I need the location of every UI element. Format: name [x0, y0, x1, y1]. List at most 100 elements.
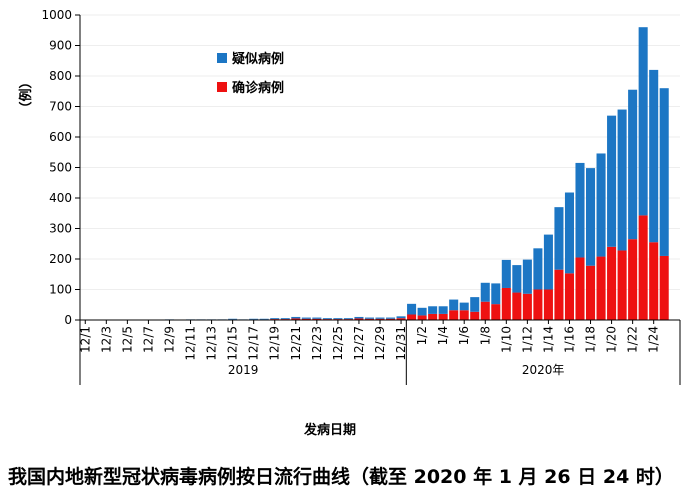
- bar-suspected: [396, 316, 406, 319]
- bar-confirmed: [354, 318, 364, 320]
- x-tick-label: 12/15: [226, 326, 240, 361]
- x-tick-labels: 12/1 12/3 12/5 12/7 12/9 12/11 12/13 12/15 12/17…: [78, 320, 661, 361]
- bar-confirmed: [480, 301, 490, 320]
- bar-confirmed: [459, 310, 469, 320]
- x-tick-label: 12/11: [184, 326, 198, 361]
- legend-swatch-confirmed: [217, 82, 227, 92]
- bar-suspected: [543, 234, 553, 290]
- x-tick-label: 12/9: [162, 326, 176, 353]
- bar-confirmed: [512, 292, 522, 320]
- bar-confirmed: [596, 256, 606, 320]
- bar-suspected: [249, 318, 259, 320]
- bar-suspected: [638, 27, 648, 216]
- bar-suspected: [470, 297, 480, 312]
- bar-confirmed: [638, 215, 648, 320]
- bar-suspected: [333, 318, 343, 320]
- bar-suspected: [586, 168, 596, 266]
- x-tick-label: 1/10: [499, 326, 513, 353]
- bar-suspected: [501, 259, 511, 288]
- bar-suspected: [228, 318, 238, 320]
- bar-confirmed: [533, 289, 543, 320]
- chart-bars: [164, 27, 669, 320]
- y-tick-label: 300: [49, 222, 72, 236]
- y-tick-label: 500: [49, 161, 72, 175]
- bar-suspected: [480, 282, 490, 302]
- bar-confirmed: [364, 318, 374, 320]
- bar-confirmed: [649, 242, 659, 320]
- year-label-2019: 2019: [228, 363, 259, 377]
- y-tick-label: 600: [49, 130, 72, 144]
- bar-confirmed: [407, 314, 417, 320]
- bar-suspected: [375, 317, 385, 319]
- y-tick-label: 400: [49, 191, 72, 205]
- legend-label-confirmed: 确诊病例: [232, 80, 284, 96]
- y-gridlines: [80, 14, 680, 321]
- bar-suspected: [417, 307, 427, 316]
- x-tick-label: 1/14: [541, 326, 555, 353]
- bar-suspected: [354, 316, 364, 319]
- x-tick-label: 1/12: [520, 326, 534, 353]
- bar-confirmed: [301, 318, 311, 320]
- bar-suspected: [407, 303, 417, 315]
- x-tick-label: 1/4: [436, 326, 450, 345]
- bar-confirmed: [628, 239, 638, 320]
- x-tick-label: 12/25: [331, 326, 345, 361]
- legend-swatch-suspected: [217, 53, 227, 63]
- x-tick-label: 12/29: [373, 326, 387, 361]
- bar-suspected: [522, 259, 532, 294]
- bar-suspected: [291, 316, 301, 319]
- bar-suspected: [459, 302, 469, 311]
- x-tick-label: 12/13: [205, 326, 219, 361]
- x-tick-label: 1/20: [605, 326, 619, 353]
- bar-confirmed: [617, 250, 627, 320]
- bar-confirmed: [554, 269, 564, 320]
- bar-suspected: [596, 153, 606, 257]
- x-tick-label: 1/8: [478, 326, 492, 345]
- x-tick-label: 1/16: [562, 326, 576, 353]
- y-tick-label: 100: [49, 283, 72, 297]
- bar-suspected: [312, 317, 322, 319]
- y-axis-label: （例）: [18, 75, 34, 114]
- bar-confirmed: [564, 273, 574, 320]
- bar-suspected: [428, 306, 438, 314]
- bar-suspected: [259, 318, 269, 320]
- y-tick-label: 200: [49, 252, 72, 266]
- bar-confirmed: [586, 265, 596, 320]
- legend: 疑似病例 确诊病例: [217, 51, 284, 96]
- y-tick-label: 1000: [41, 8, 72, 22]
- bar-confirmed: [417, 315, 427, 320]
- x-tick-label: 12/21: [289, 326, 303, 361]
- bar-suspected: [491, 283, 501, 305]
- bar-suspected: [554, 207, 564, 270]
- bar-confirmed: [312, 318, 322, 320]
- figure-caption: 我国内地新型冠状病毒病例按日流行曲线（截至 2020 年 1 月 26 日 24…: [8, 466, 674, 488]
- bar-suspected: [607, 115, 617, 247]
- x-tick-label: 12/23: [310, 326, 324, 361]
- bar-suspected: [280, 318, 290, 320]
- x-tick-label: 12/27: [352, 326, 366, 361]
- x-tick-label: 12/7: [141, 326, 155, 353]
- y-tick-labels: 0 100 200 300 400 500 600 700 800 900 1000: [41, 8, 80, 327]
- bar-suspected: [533, 248, 543, 290]
- x-tick-label: 12/19: [268, 326, 282, 361]
- y-tick-label: 900: [49, 39, 72, 53]
- bar-confirmed: [501, 287, 511, 320]
- bar-confirmed: [607, 246, 617, 320]
- bar-confirmed: [375, 318, 385, 320]
- y-tick-label: 0: [64, 313, 72, 327]
- bar-suspected: [628, 89, 638, 240]
- year-group-labels: 2019 2020年: [79, 320, 681, 385]
- bar-confirmed: [522, 293, 532, 320]
- bar-suspected: [322, 318, 332, 320]
- bar-confirmed: [575, 257, 585, 320]
- bar-suspected: [575, 162, 585, 258]
- bar-suspected: [649, 69, 659, 243]
- bar-confirmed: [659, 255, 669, 320]
- bar-suspected: [564, 192, 574, 274]
- bar-suspected: [364, 317, 374, 319]
- x-tick-label: 1/2: [415, 326, 429, 345]
- x-tick-label: 12/31: [394, 326, 408, 361]
- bar-confirmed: [470, 311, 480, 320]
- x-tick-label: 12/3: [99, 326, 113, 353]
- bar-confirmed: [449, 310, 459, 320]
